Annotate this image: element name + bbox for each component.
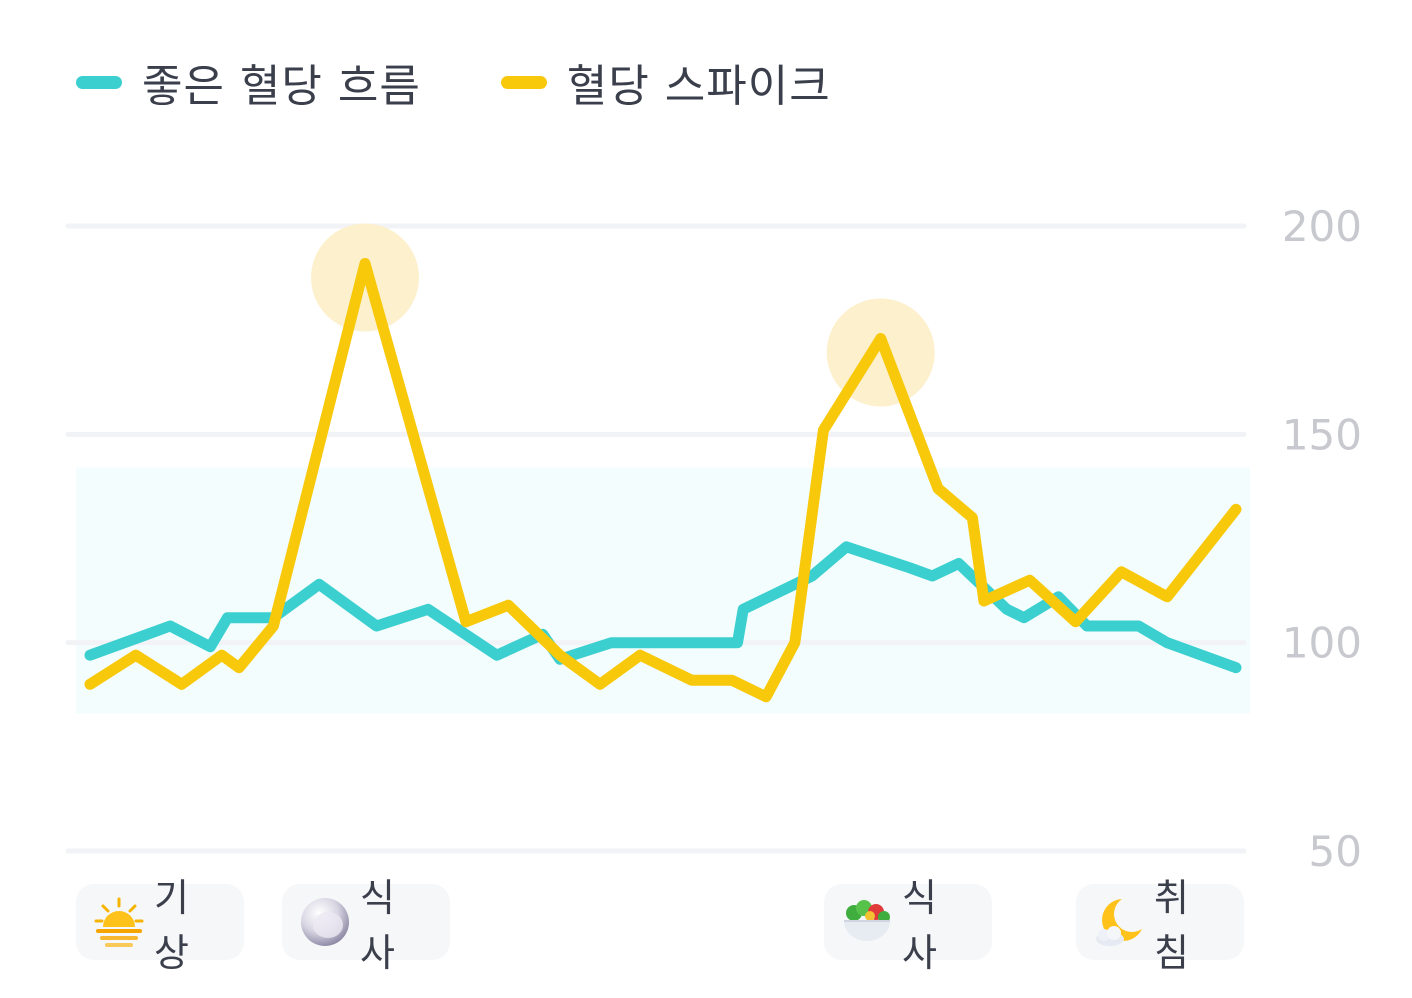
- legend-label-spike: 혈당 스파이크: [566, 61, 831, 112]
- event-sleep[interactable]: 취침: [1076, 876, 1244, 975]
- series-line-spike: [84, 258, 1242, 703]
- y-tick-label-100: 100: [1282, 619, 1362, 668]
- plate-icon: [298, 895, 352, 949]
- legend-item-good: 좋은 혈당 흐름: [76, 50, 421, 114]
- sunrise-icon: [92, 895, 146, 949]
- event-label-meal-2: 식사: [902, 876, 937, 975]
- event-label-wake: 기상: [154, 876, 189, 975]
- y-tick-label-50: 50: [1309, 827, 1362, 876]
- legend-label-good: 좋은 혈당 흐름: [142, 61, 421, 112]
- legend-swatch-spike: [500, 75, 547, 89]
- event-wake[interactable]: 기상: [76, 876, 244, 975]
- event-meal-2[interactable]: 식사: [824, 876, 992, 975]
- legend-swatch-good: [76, 75, 122, 89]
- event-meal-1[interactable]: 식사: [282, 876, 450, 975]
- spike-highlights: [311, 223, 935, 407]
- y-axis-ticks: 200 150 100 50: [1282, 202, 1362, 876]
- salad-bowl-icon: [840, 895, 894, 949]
- series-lines: [84, 258, 1242, 703]
- moon-icon: [1092, 895, 1146, 949]
- y-tick-label-200: 200: [1282, 202, 1362, 251]
- series-line-good: [84, 541, 1242, 674]
- y-tick-label-150: 150: [1282, 410, 1362, 459]
- event-label-meal-1: 식사: [360, 876, 395, 975]
- chart-legend: 좋은 혈당 흐름 혈당 스파이크: [76, 50, 911, 114]
- target-range-band: [76, 467, 1250, 714]
- legend-item-spike: 혈당 스파이크: [500, 50, 831, 114]
- event-label-sleep: 취침: [1154, 876, 1189, 975]
